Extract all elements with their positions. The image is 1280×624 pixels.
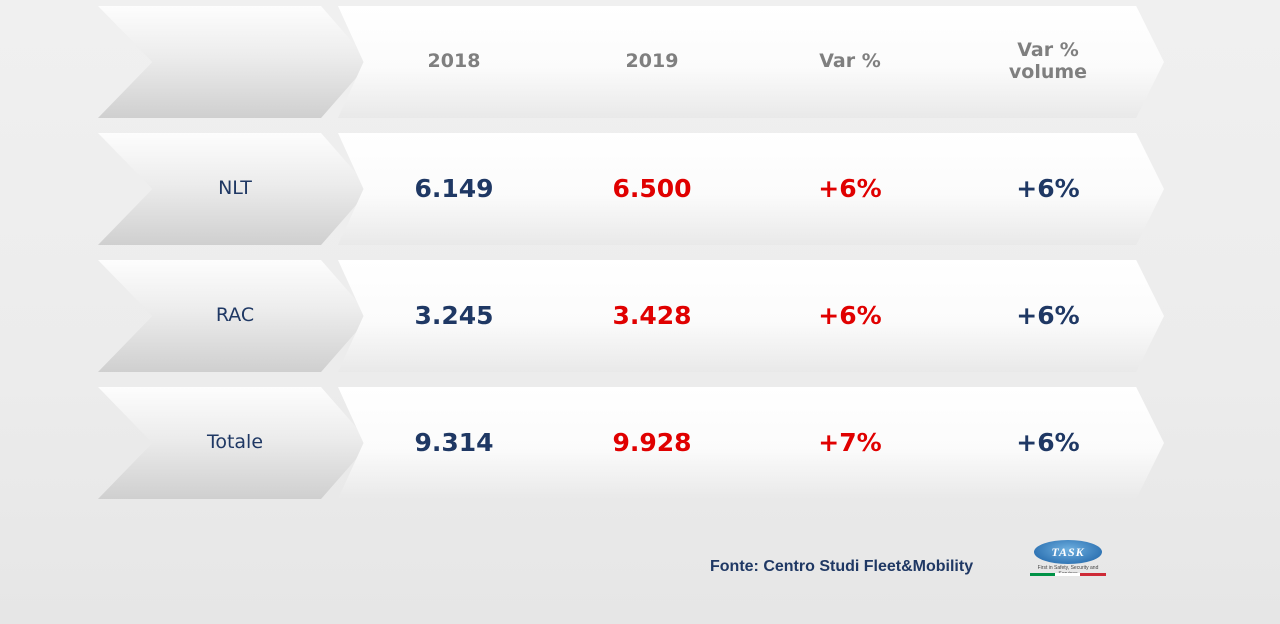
cell-chevron bbox=[338, 387, 570, 499]
cell-chevron bbox=[932, 260, 1164, 372]
cell-v2019: 9.928 bbox=[612, 427, 692, 457]
source-note: Fonte: Centro Studi Fleet&Mobility bbox=[710, 558, 974, 575]
cell-chevron bbox=[536, 260, 768, 372]
cell-var-pct: +7% bbox=[818, 427, 882, 457]
cell-var-volume: +6% bbox=[1016, 173, 1080, 203]
cell-v2019: 6.500 bbox=[612, 173, 692, 203]
table-row: RAC 3.245 3.428 +6% +6% bbox=[0, 260, 1280, 372]
cell-chevron bbox=[734, 260, 966, 372]
company-logo: TASK First in Safety, Security and Servi… bbox=[1028, 540, 1108, 584]
cell-chevron bbox=[536, 387, 768, 499]
row-label: Totale bbox=[206, 431, 264, 454]
cell-v2018: 6.149 bbox=[414, 173, 494, 203]
column-header: 2018 bbox=[427, 50, 481, 73]
header-corner bbox=[160, 6, 310, 118]
cell-chevron bbox=[932, 387, 1164, 499]
cell-chevron bbox=[932, 6, 1164, 118]
cell-chevron bbox=[932, 133, 1164, 245]
column-header: 2019 bbox=[625, 50, 679, 73]
cell-chevron bbox=[536, 133, 768, 245]
cell-chevron bbox=[734, 6, 966, 118]
column-header: Var % bbox=[819, 50, 881, 73]
header-row: 2018 2019 Var % Var % volume bbox=[0, 6, 1280, 118]
cell-v2018: 9.314 bbox=[414, 427, 494, 457]
cell-chevron bbox=[734, 387, 966, 499]
row-label: RAC bbox=[215, 304, 255, 327]
cell-v2018: 3.245 bbox=[414, 300, 494, 330]
row-label: NLT bbox=[218, 177, 252, 200]
cell-chevron bbox=[338, 260, 570, 372]
cell-var-pct: +6% bbox=[818, 173, 882, 203]
logo-emblem: TASK bbox=[1034, 540, 1102, 564]
cell-chevron bbox=[338, 6, 570, 118]
table-row: NLT 6.149 6.500 +6% +6% bbox=[0, 133, 1280, 245]
column-header: Var % volume bbox=[1008, 39, 1088, 83]
cell-var-volume: +6% bbox=[1016, 300, 1080, 330]
italian-flag-stripe bbox=[1030, 573, 1106, 576]
cell-var-pct: +6% bbox=[818, 300, 882, 330]
table-row: Totale 9.314 9.928 +7% +6% bbox=[0, 387, 1280, 499]
cell-chevron bbox=[338, 133, 570, 245]
cell-chevron bbox=[734, 133, 966, 245]
cell-var-volume: +6% bbox=[1016, 427, 1080, 457]
cell-v2019: 3.428 bbox=[612, 300, 692, 330]
cell-chevron bbox=[536, 6, 768, 118]
